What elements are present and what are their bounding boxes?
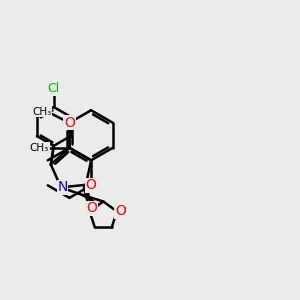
Text: CH₃: CH₃ [33,106,52,117]
Text: Cl: Cl [48,82,60,95]
Text: O: O [64,116,75,130]
Text: O: O [86,178,97,192]
Text: O: O [86,201,97,215]
Text: N: N [57,180,68,194]
Text: CH₃: CH₃ [30,143,49,153]
Text: O: O [115,204,126,218]
